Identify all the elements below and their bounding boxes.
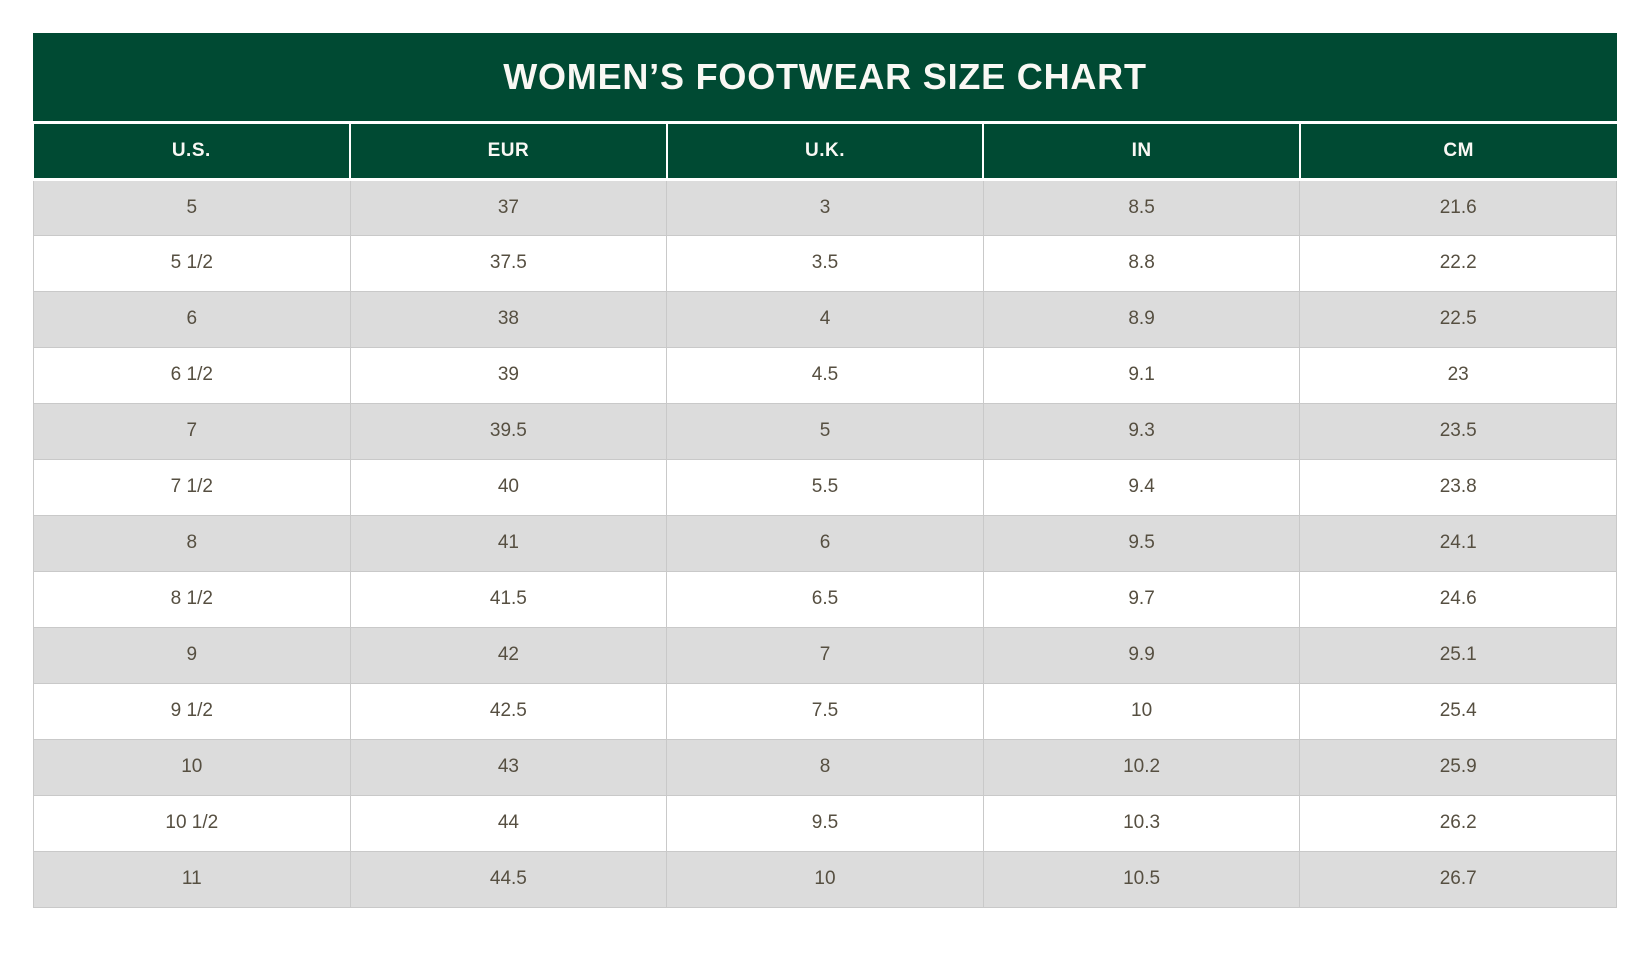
table-cell: 9.7 xyxy=(982,570,1301,628)
size-chart-body: 5 37 3 8.5 21.6 5 1/2 37.5 3.5 8.8 22.2 6 38 4 8.9 22.… xyxy=(33,178,1617,908)
table-cell: 6 1/2 xyxy=(33,346,351,404)
table-cell: 8.8 xyxy=(982,234,1301,292)
table-cell: 43 xyxy=(349,738,668,796)
table-cell: 8 1/2 xyxy=(33,570,351,628)
table-cell: 39 xyxy=(349,346,668,404)
table-cell: 9 1/2 xyxy=(33,682,351,740)
table-cell: 23.5 xyxy=(1299,402,1617,460)
size-chart: WOMEN’S FOOTWEAR SIZE CHART U.S. EUR U.K. I… xyxy=(33,33,1617,908)
table-cell: 41 xyxy=(349,514,668,572)
table-cell: 22.5 xyxy=(1299,290,1617,348)
table-cell: 25.9 xyxy=(1299,738,1617,796)
table-cell: 8.5 xyxy=(982,178,1301,236)
table-row: 5 37 3 8.5 21.6 xyxy=(33,178,1617,236)
column-header-eur: EUR xyxy=(349,124,667,181)
size-chart-title: WOMEN’S FOOTWEAR SIZE CHART xyxy=(33,33,1617,121)
table-cell: 25.4 xyxy=(1299,682,1617,740)
table-row: 8 41 6 9.5 24.1 xyxy=(33,514,1617,572)
table-cell: 42 xyxy=(349,626,668,684)
column-header-uk: U.K. xyxy=(665,124,984,181)
table-cell: 10 xyxy=(666,850,984,908)
table-cell: 10 xyxy=(33,738,351,796)
table-cell: 39.5 xyxy=(349,402,668,460)
table-cell: 8 xyxy=(666,738,984,796)
table-cell: 9.3 xyxy=(982,402,1301,460)
table-cell: 44.5 xyxy=(349,850,668,908)
table-row: 11 44.5 10 10.5 26.7 xyxy=(33,850,1617,908)
column-header-in: IN xyxy=(982,124,1300,181)
table-cell: 37.5 xyxy=(349,234,668,292)
table-row: 9 1/2 42.5 7.5 10 25.4 xyxy=(33,682,1617,740)
table-row: 9 42 7 9.9 25.1 xyxy=(33,626,1617,684)
table-cell: 3.5 xyxy=(666,234,984,292)
table-cell: 37 xyxy=(349,178,668,236)
size-chart-table: U.S. EUR U.K. IN CM 5 37 3 8.5 21.6 5 1/2 37.5 3.5 8… xyxy=(33,124,1617,908)
table-cell: 8.9 xyxy=(982,290,1301,348)
table-row: 6 38 4 8.9 22.5 xyxy=(33,290,1617,348)
header-row: U.S. EUR U.K. IN CM xyxy=(33,124,1617,181)
table-cell: 7.5 xyxy=(666,682,984,740)
table-row: 7 39.5 5 9.3 23.5 xyxy=(33,402,1617,460)
table-cell: 38 xyxy=(349,290,668,348)
table-cell: 5 1/2 xyxy=(33,234,351,292)
table-row: 8 1/2 41.5 6.5 9.7 24.6 xyxy=(33,570,1617,628)
column-header-cm: CM xyxy=(1298,124,1617,181)
table-cell: 42.5 xyxy=(349,682,668,740)
table-cell: 26.7 xyxy=(1299,850,1617,908)
column-header-us: U.S. xyxy=(33,124,351,181)
table-cell: 23 xyxy=(1299,346,1617,404)
table-row: 5 1/2 37.5 3.5 8.8 22.2 xyxy=(33,234,1617,292)
table-cell: 9.5 xyxy=(982,514,1301,572)
table-row: 10 1/2 44 9.5 10.3 26.2 xyxy=(33,794,1617,852)
table-cell: 4 xyxy=(666,290,984,348)
table-cell: 44 xyxy=(349,794,668,852)
table-cell: 6 xyxy=(666,514,984,572)
table-cell: 22.2 xyxy=(1299,234,1617,292)
table-cell: 5.5 xyxy=(666,458,984,516)
table-cell: 9 xyxy=(33,626,351,684)
table-cell: 10.2 xyxy=(982,738,1301,796)
table-cell: 4.5 xyxy=(666,346,984,404)
table-cell: 9.4 xyxy=(982,458,1301,516)
table-cell: 40 xyxy=(349,458,668,516)
table-cell: 7 xyxy=(666,626,984,684)
table-cell: 9.5 xyxy=(666,794,984,852)
table-cell: 26.2 xyxy=(1299,794,1617,852)
table-cell: 9.9 xyxy=(982,626,1301,684)
size-chart-header: U.S. EUR U.K. IN CM xyxy=(33,124,1617,181)
table-cell: 8 xyxy=(33,514,351,572)
table-cell: 7 xyxy=(33,402,351,460)
table-cell: 21.6 xyxy=(1299,178,1617,236)
table-cell: 5 xyxy=(666,402,984,460)
table-cell: 3 xyxy=(666,178,984,236)
table-cell: 10.5 xyxy=(982,850,1301,908)
table-cell: 11 xyxy=(33,850,351,908)
table-cell: 7 1/2 xyxy=(33,458,351,516)
table-cell: 6 xyxy=(33,290,351,348)
table-row: 10 43 8 10.2 25.9 xyxy=(33,738,1617,796)
table-cell: 10.3 xyxy=(982,794,1301,852)
table-cell: 10 xyxy=(982,682,1301,740)
table-cell: 23.8 xyxy=(1299,458,1617,516)
table-cell: 10 1/2 xyxy=(33,794,351,852)
table-cell: 9.1 xyxy=(982,346,1301,404)
table-cell: 6.5 xyxy=(666,570,984,628)
table-cell: 24.1 xyxy=(1299,514,1617,572)
table-cell: 41.5 xyxy=(349,570,668,628)
table-cell: 24.6 xyxy=(1299,570,1617,628)
table-cell: 25.1 xyxy=(1299,626,1617,684)
table-row: 6 1/2 39 4.5 9.1 23 xyxy=(33,346,1617,404)
table-row: 7 1/2 40 5.5 9.4 23.8 xyxy=(33,458,1617,516)
table-cell: 5 xyxy=(33,178,351,236)
